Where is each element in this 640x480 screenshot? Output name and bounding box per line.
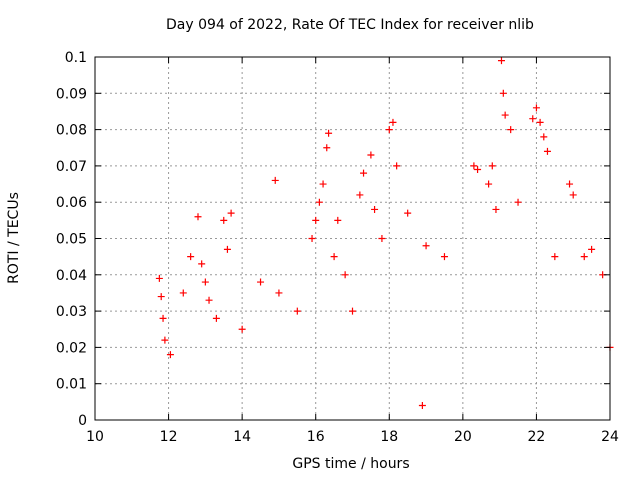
y-tick-label: 0.06 (56, 195, 87, 211)
data-point (187, 253, 195, 261)
data-point (257, 278, 265, 286)
y-tick-label: 0.03 (56, 304, 87, 320)
grid-lines (95, 57, 610, 420)
y-tick-label: 0.09 (56, 86, 87, 102)
data-point (330, 253, 338, 261)
data-point (566, 180, 574, 188)
data-point (385, 126, 393, 134)
data-point (349, 307, 356, 315)
y-tick-label: 0.05 (56, 232, 87, 248)
tick-labels: 10 12 14 16 18 20 22 24 0 0.01 0.02 0.03 0.04 0.05 0.0… (56, 50, 619, 445)
data-point (529, 115, 537, 123)
data-point (474, 166, 482, 174)
data-point (404, 209, 412, 217)
data-point (378, 235, 386, 242)
y-tick-label: 0.08 (56, 123, 87, 139)
y-tick-label: 0.04 (56, 268, 87, 284)
data-point (393, 162, 401, 170)
data-point (323, 144, 331, 152)
data-point (194, 213, 202, 221)
x-tick-label: 12 (160, 429, 178, 445)
data-point (275, 289, 283, 297)
data-point (569, 191, 577, 199)
data-point (325, 129, 333, 137)
data-point (341, 271, 349, 279)
y-tick-label: 0.07 (56, 159, 87, 175)
data-point (227, 209, 235, 217)
x-tick-label: 10 (86, 429, 104, 445)
data-point (507, 126, 515, 134)
data-point (499, 89, 507, 97)
y-tick-label: 0.02 (56, 340, 87, 356)
x-tick-label: 22 (528, 429, 546, 445)
data-point (536, 118, 544, 126)
data-point (356, 191, 364, 199)
data-point (440, 253, 448, 261)
y-tick-label: 0 (78, 413, 87, 429)
x-tick-label: 14 (233, 429, 251, 445)
x-tick-label: 16 (307, 429, 325, 445)
data-point (501, 111, 509, 119)
data-point (166, 351, 174, 359)
data-point (212, 314, 220, 322)
data-point (367, 151, 375, 159)
data-point (159, 314, 167, 322)
data-point (470, 162, 478, 170)
data-point (223, 245, 231, 253)
x-tick-label: 20 (454, 429, 472, 445)
x-axis-label: GPS time / hours (292, 456, 410, 472)
data-point (315, 198, 323, 206)
data-point (271, 176, 279, 184)
data-point (155, 274, 163, 282)
data-point (312, 216, 320, 224)
data-point (418, 401, 426, 409)
data-point (319, 180, 327, 188)
data-point (308, 235, 316, 242)
data-point (161, 336, 169, 344)
x-tick-label: 24 (601, 429, 619, 445)
data-point (543, 147, 551, 155)
data-point (492, 205, 500, 213)
data-point (179, 289, 187, 297)
data-point (488, 162, 496, 170)
data-point (220, 216, 228, 224)
data-point (205, 296, 213, 304)
data-points (155, 57, 614, 409)
y-tick-label: 0.1 (65, 50, 87, 66)
data-point (157, 293, 165, 301)
data-point (238, 325, 246, 333)
data-point (540, 133, 548, 141)
plot-frame (94, 56, 611, 421)
chart-title: Day 094 of 2022, Rate Of TEC Index for r… (166, 17, 534, 33)
data-point (389, 118, 397, 126)
data-point (580, 253, 588, 261)
data-point (514, 198, 522, 206)
data-point (497, 57, 505, 65)
data-point (551, 253, 559, 261)
data-point (198, 260, 206, 268)
data-point (588, 245, 596, 253)
data-point (422, 242, 430, 250)
data-point (532, 104, 540, 112)
data-point (201, 278, 209, 286)
data-point (360, 169, 368, 177)
y-tick-label: 0.01 (56, 377, 87, 393)
data-point (485, 180, 493, 188)
x-tick-label: 18 (380, 429, 398, 445)
data-point (293, 307, 301, 315)
data-point (371, 205, 379, 213)
data-point (334, 216, 342, 224)
plot-border (94, 56, 611, 421)
